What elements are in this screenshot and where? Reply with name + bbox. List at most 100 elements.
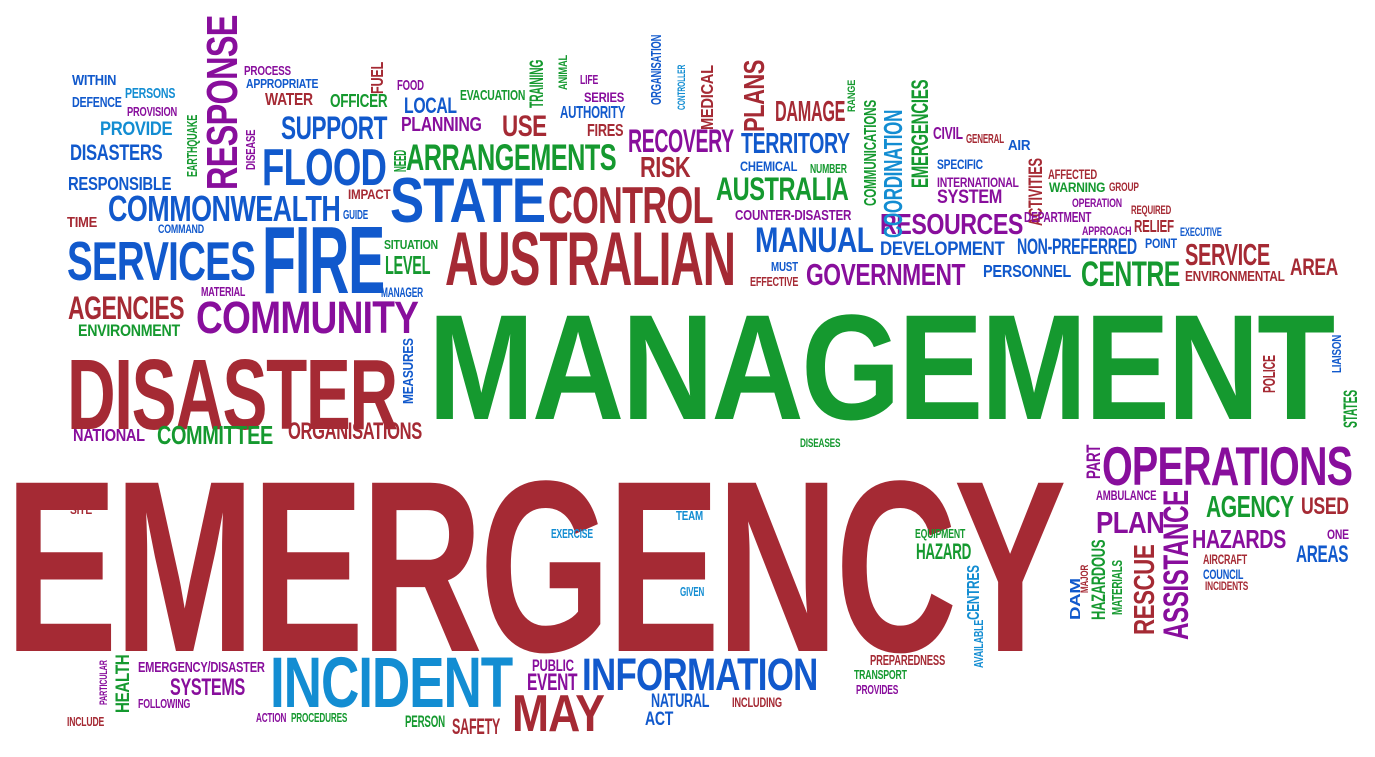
word-fires: FIRES bbox=[587, 120, 624, 140]
word-international: INTERNATIONAL bbox=[937, 174, 1019, 190]
word-training: TRAINING bbox=[526, 59, 548, 108]
word-use: USE bbox=[502, 110, 547, 143]
word-following: FOLLOWING bbox=[138, 696, 191, 711]
word-available: AVAILABLE bbox=[971, 619, 986, 668]
word-environmental: ENVIRONMENTAL bbox=[1185, 268, 1285, 285]
word-management: MANAGEMENT bbox=[428, 283, 1335, 451]
word-team: TEAM bbox=[676, 508, 703, 523]
word-responsible: RESPONSIBLE bbox=[68, 173, 172, 194]
word-operations: OPERATIONS bbox=[1102, 436, 1353, 497]
word-government: GOVERNMENT bbox=[806, 258, 965, 292]
word-recovery: RECOVERY bbox=[628, 122, 734, 159]
word-manual: MANUAL bbox=[755, 222, 874, 260]
word-guide: GUIDE bbox=[343, 207, 368, 222]
word-process: PROCESS bbox=[244, 63, 291, 78]
word-arrangements: ARRANGEMENTS bbox=[406, 137, 617, 178]
word-appropriate: APPROPRIATE bbox=[246, 76, 319, 91]
word-including: INCLUDING bbox=[732, 694, 782, 710]
word-water: WATER bbox=[265, 89, 313, 109]
word-action: ACTION bbox=[256, 710, 287, 725]
word-states: STATES bbox=[1340, 390, 1362, 428]
word-emergencies: EMERGENCIES bbox=[907, 79, 934, 188]
word-centre: CENTRE bbox=[1081, 256, 1180, 294]
word-exercise: EXERCISE bbox=[551, 526, 593, 541]
word-services: SERVICES bbox=[67, 231, 256, 292]
word-air: AIR bbox=[1008, 137, 1031, 154]
word-development: DEVELOPMENT bbox=[880, 238, 1005, 260]
word-planning: PLANNING bbox=[401, 113, 482, 136]
word-personnel: PERSONNEL bbox=[983, 261, 1071, 281]
word-life: LIFE bbox=[580, 72, 599, 87]
word-situation: SITUATION bbox=[384, 237, 438, 252]
word-plans: PLANS bbox=[738, 60, 770, 132]
word-aircraft: AIRCRAFT bbox=[1203, 551, 1247, 567]
word-given: GIVEN bbox=[680, 584, 705, 599]
word-approach: APPROACH bbox=[1082, 224, 1132, 238]
word-committee: COMMITTEE bbox=[157, 420, 273, 450]
word-range: RANGE bbox=[846, 79, 858, 112]
word-response: RESPONSE bbox=[199, 15, 247, 191]
word-material: MATERIAL bbox=[201, 284, 246, 299]
word-provides: PROVIDES bbox=[856, 682, 899, 697]
word-disease: DISEASE bbox=[243, 129, 258, 170]
word-event: EVENT bbox=[527, 669, 578, 696]
word-council: COUNCIL bbox=[1203, 566, 1244, 582]
word-point: POINT bbox=[1145, 235, 1177, 251]
word-control: CONTROL bbox=[548, 177, 713, 235]
word-public: PUBLIC bbox=[532, 657, 574, 675]
word-department: DEPARTMENT bbox=[1024, 209, 1092, 226]
word-include: INCLUDE bbox=[67, 714, 105, 729]
word-commonwealth: COMMONWEALTH bbox=[108, 189, 341, 229]
word-earthquake: EARTHQUAKE bbox=[184, 114, 201, 177]
word-non-preferred: NON-PREFERRED bbox=[1017, 234, 1137, 259]
word-safety: SAFETY bbox=[452, 714, 501, 739]
word-counter-disaster: COUNTER-DISASTER bbox=[735, 207, 852, 224]
word-procedures: PROCEDURES bbox=[291, 710, 348, 725]
word-communications: COMMUNICATIONS bbox=[860, 100, 880, 206]
word-resources: RESOURCES bbox=[880, 208, 1023, 240]
word-damage: DAMAGE bbox=[775, 95, 846, 127]
word-defence: DEFENCE bbox=[72, 94, 122, 111]
word-service: SERVICE bbox=[1185, 238, 1270, 272]
word-disaster: DISASTER bbox=[67, 339, 398, 451]
word-provide: PROVIDE bbox=[100, 118, 173, 140]
word-may: MAY bbox=[512, 685, 605, 743]
word-community: COMMUNITY bbox=[196, 292, 419, 343]
word-support: SUPPORT bbox=[281, 109, 387, 146]
word-health: HEALTH bbox=[112, 654, 134, 713]
word-need: NEED bbox=[390, 150, 410, 172]
word-within: WITHIN bbox=[72, 72, 117, 89]
word-number: NUMBER bbox=[810, 161, 847, 176]
word-hazards: HAZARDS bbox=[1192, 524, 1286, 554]
word-act: ACT bbox=[645, 708, 673, 730]
word-authority: AUTHORITY bbox=[560, 102, 626, 122]
word-organisations: ORGANISATIONS bbox=[288, 418, 422, 445]
word-centres: CENTRES bbox=[963, 565, 983, 620]
word-rescue: RESCUE bbox=[1128, 544, 1160, 635]
word-manager: MANAGER bbox=[381, 284, 423, 300]
word-specific: SPECIFIC bbox=[937, 156, 983, 172]
word-fire: FIRE bbox=[262, 207, 385, 314]
word-command: COMMAND bbox=[158, 222, 204, 236]
word-series: SERIES bbox=[584, 89, 625, 105]
word-police: POLICE bbox=[1259, 355, 1279, 393]
word-risk: RISK bbox=[640, 151, 691, 183]
word-local: LOCAL bbox=[404, 93, 457, 118]
word-food: FOOD bbox=[397, 77, 424, 94]
word-relief: RELIEF bbox=[1134, 216, 1174, 236]
word-one: ONE bbox=[1327, 526, 1349, 542]
word-ambulance: AMBULANCE bbox=[1096, 487, 1157, 503]
word-evacuation: EVACUATION bbox=[460, 87, 526, 104]
word-persons: PERSONS bbox=[125, 85, 176, 102]
word-hazard: HAZARD bbox=[916, 539, 972, 564]
word-controller: CONTROLLER bbox=[676, 64, 688, 110]
word-major: MAJOR bbox=[1079, 564, 1091, 593]
word-operation: OPERATION bbox=[1072, 196, 1122, 210]
word-person: PERSON bbox=[405, 713, 445, 731]
word-used: USED bbox=[1301, 493, 1349, 520]
word-provision: PROVISION bbox=[127, 104, 178, 119]
word-agencies: AGENCIES bbox=[68, 289, 185, 326]
word-chemical: CHEMICAL bbox=[740, 158, 798, 174]
word-areas: AREAS bbox=[1296, 541, 1349, 568]
